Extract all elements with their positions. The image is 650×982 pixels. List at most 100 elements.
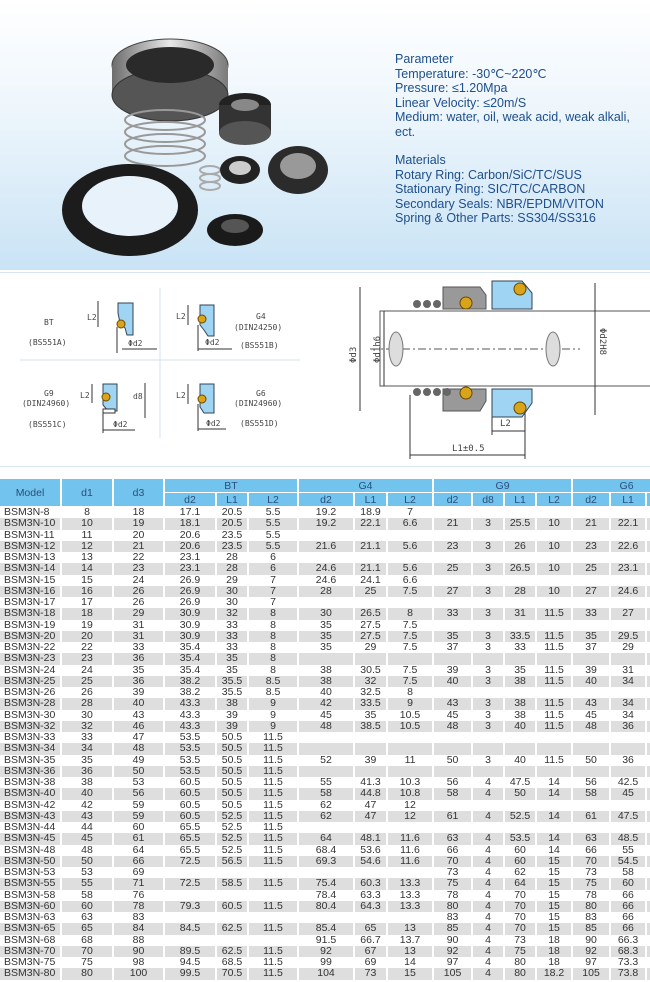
value-cell: 48 (434, 720, 472, 732)
value-cell: 21.6 (299, 540, 353, 552)
value-cell: 15 (548, 866, 560, 879)
value-cell: 50.5 (221, 798, 243, 811)
g6-standard: (BS551D) (240, 419, 279, 428)
value-cell: 42 (299, 698, 353, 710)
secondary-seals-spec: Secondary Seals: NBR/EPDM/VITON (395, 196, 604, 211)
value-cell: 61 (573, 810, 610, 822)
value-cell: 48.1 (355, 833, 386, 845)
value-cell: 10 (62, 518, 112, 530)
value-cell: 38.5 (355, 720, 386, 732)
value-cell: 89.5 (165, 945, 215, 957)
table-row: BSM3N-13 13 22 23.1 28 6 (0, 552, 650, 563)
subheader-l2: L2 (647, 493, 650, 507)
value-cell: 13.7 (399, 933, 421, 946)
value-cell: 23 (434, 540, 472, 552)
value-cell: 8 (270, 641, 276, 654)
header-g6: G6 (573, 479, 650, 493)
value-cell: 70 (505, 923, 536, 935)
value-cell: 52.5 (221, 843, 243, 856)
table-row: BSM3N-34 34 48 53.5 50.5 11.5 (0, 743, 650, 755)
value-cell: 7.5 (647, 675, 650, 687)
value-cell: 23.1 (611, 563, 646, 575)
model-cell: BSM3N-12 (0, 540, 60, 552)
value-cell: 38.2 (165, 675, 215, 687)
value-cell: 36 (611, 720, 646, 732)
value-cell: 18 (537, 945, 572, 957)
table-row: BSM3N-70 70 90 89.5 62.5 11.5 92 67 13 92 4 75 18 92 6… (0, 945, 650, 957)
value-cell: 60.5 (217, 900, 247, 912)
dimensions-table: Model d1 d3 BT G4 G9 G6 d2 L1 L2 d2 L1 L2 d2 d8… (0, 479, 650, 980)
value-cell: 7.5 (388, 585, 433, 597)
value-cell: 68.4 (315, 843, 337, 856)
value-cell: 83 (132, 911, 145, 924)
value-cell (573, 743, 610, 755)
value-cell: 92 (434, 945, 472, 957)
value-cell: 33.5 (505, 630, 536, 642)
value-cell (611, 743, 646, 755)
value-cell: 15 (388, 968, 433, 980)
value-cell: 7 (270, 596, 276, 609)
value-cell: 17 (81, 596, 93, 609)
value-cell: 8 (249, 630, 297, 642)
value-cell: 3 (485, 708, 491, 721)
value-cell: 35 (299, 630, 353, 642)
value-cell: 29 (226, 573, 238, 586)
value-cell: 3 (485, 641, 491, 654)
value-cell: 35 (434, 630, 472, 642)
value-cell: 50 (505, 788, 536, 800)
value-cell: 25 (62, 675, 112, 687)
value-cell: 105 (573, 968, 610, 980)
value-cell: 8 (270, 663, 276, 676)
model-cell: BSM3N-20 (0, 630, 60, 642)
value-cell: 32 (217, 608, 247, 620)
value-cell (505, 732, 535, 743)
table-row: BSM3N-80 80 100 99.5 70.5 11.5 104 73 15 105 4 80 18… (0, 968, 650, 980)
value-cell: 80 (62, 968, 112, 980)
table-row: BSM3N-43 43 59 60.5 52.5 11.5 62 47 12 61 4 52.5 14 6… (0, 810, 650, 822)
value-cell: 34 (622, 708, 634, 721)
model-cell: BSM3N-70 (0, 945, 60, 957)
seal-assembly-diagram: Φd3 Φd1h6 Φd2H8 L2 L1±0.5 (349, 280, 650, 459)
value-cell: 43.3 (179, 708, 201, 721)
g6-seat-diagram: L2 Φd2 G6 (DIN24960) (BS551D) (176, 383, 282, 431)
subheader-l1: L1 (505, 493, 536, 507)
value-cell: 14 (537, 833, 572, 845)
subheader-row: d2L1L2d2L1L2d2d8L1L2d2L1L2 (0, 493, 650, 507)
value-cell: 4 (473, 788, 504, 800)
value-cell: 7.5 (402, 618, 418, 631)
value-cell: 20.5 (221, 506, 243, 519)
value-cell: 50 (585, 753, 597, 766)
value-cell: 13.3 (388, 900, 433, 912)
value-cell: 56 (114, 788, 163, 800)
value-cell: 4 (473, 878, 504, 890)
value-cell: 33 (573, 608, 610, 620)
value-cell: 48 (114, 743, 163, 755)
assembly-l2: L2 (500, 419, 511, 429)
value-cell: 10 (537, 585, 572, 597)
value-cell: 7 (270, 573, 276, 586)
value-cell: 25 (434, 563, 472, 575)
value-cell: 76 (132, 888, 145, 901)
value-cell: 78 (446, 888, 459, 901)
value-cell: 43 (434, 698, 472, 710)
value-cell: 48 (573, 720, 610, 732)
header-bt: BT (165, 479, 297, 493)
value-cell: 55 (320, 776, 332, 789)
value-cell: 41.3 (360, 776, 381, 789)
value-cell: 60 (62, 900, 112, 912)
value-cell: 45 (446, 708, 459, 721)
value-cell: 9 (249, 698, 297, 710)
value-cell: 75 (81, 956, 93, 969)
value-cell: 73.3 (617, 956, 639, 969)
value-cell: 33 (226, 641, 238, 654)
table-row: BSM3N-18182930.93283026.583333111.533277… (0, 608, 650, 620)
value-cell: 47.5 (611, 810, 646, 822)
g9-label: G9 (44, 389, 54, 398)
value-cell: 14 (537, 788, 572, 800)
value-cell: 23.1 (165, 563, 215, 575)
value-cell: 38 (299, 675, 353, 687)
value-cell: 11.6 (388, 855, 433, 867)
value-cell: 66 (622, 888, 634, 901)
subheader-d2: d2 (573, 493, 610, 507)
bt-seat-diagram: BT (BS551A) L2 Φd2 (28, 301, 157, 353)
